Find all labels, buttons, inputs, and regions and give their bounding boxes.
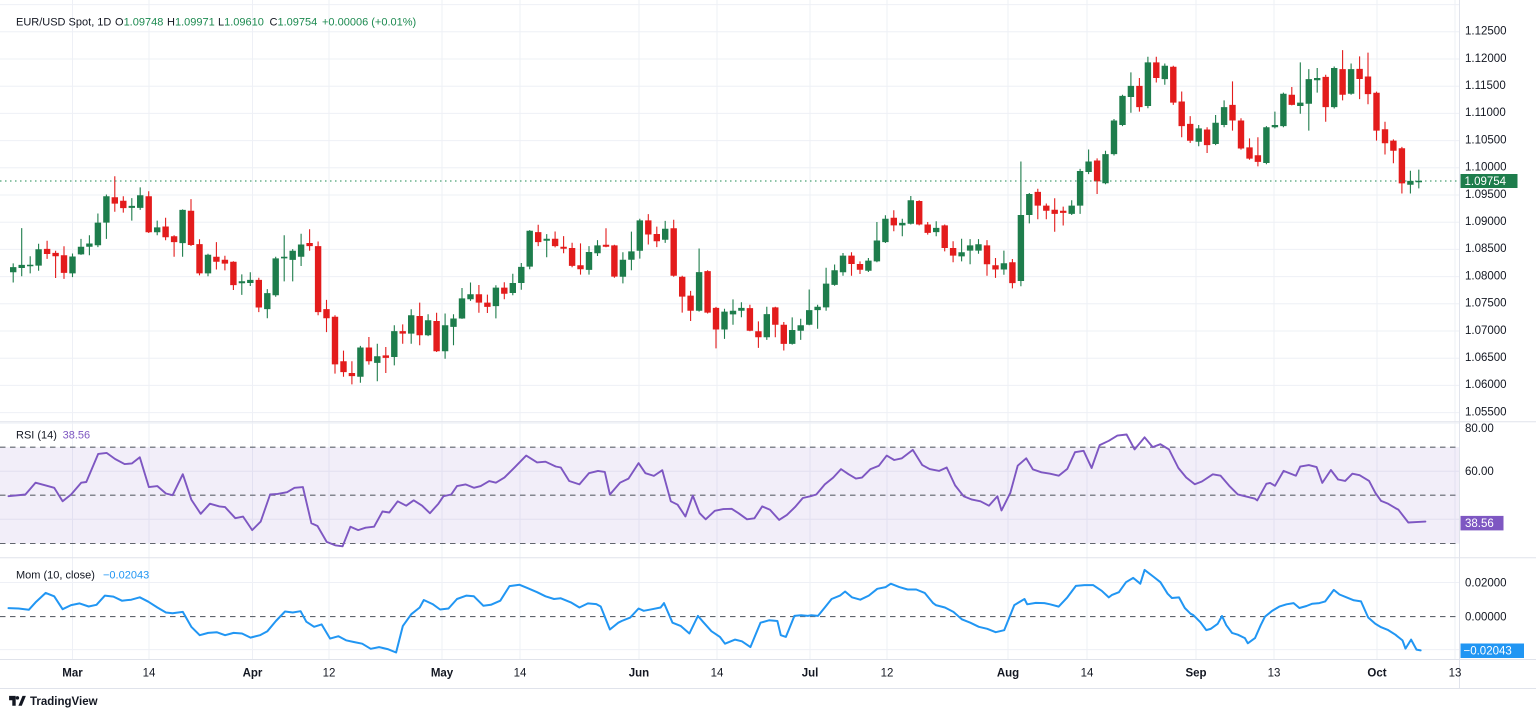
svg-text:14: 14 [514, 668, 527, 680]
svg-text:Jun: Jun [629, 668, 649, 680]
svg-text:1.09754: 1.09754 [1465, 176, 1507, 188]
svg-text:May: May [431, 668, 454, 680]
svg-text:14: 14 [711, 668, 724, 680]
svg-text:14: 14 [1081, 668, 1094, 680]
svg-text:12: 12 [323, 668, 336, 680]
svg-text:38.56: 38.56 [63, 429, 91, 441]
svg-text:H1.09971: H1.09971 [167, 17, 215, 29]
svg-text:14: 14 [143, 668, 156, 680]
svg-text:O1.09748: O1.09748 [115, 17, 163, 29]
svg-text:1.12000: 1.12000 [1465, 53, 1507, 65]
svg-text:Mom (10, close): Mom (10, close) [16, 569, 95, 581]
svg-text:+0.00006 (+0.01%): +0.00006 (+0.01%) [322, 17, 416, 29]
svg-text:Apr: Apr [243, 668, 263, 680]
svg-text:0.02000: 0.02000 [1465, 578, 1507, 590]
svg-text:Mar: Mar [62, 668, 83, 680]
svg-text:1.11500: 1.11500 [1465, 80, 1506, 92]
svg-text:1.09500: 1.09500 [1465, 189, 1507, 201]
svg-text:1.08000: 1.08000 [1465, 270, 1507, 282]
svg-text:Aug: Aug [997, 668, 1019, 680]
svg-text:1.07500: 1.07500 [1465, 298, 1507, 310]
svg-text:L1.09610: L1.09610 [218, 17, 264, 29]
svg-text:1.10000: 1.10000 [1465, 162, 1507, 174]
svg-text:TradingView: TradingView [30, 696, 98, 708]
svg-text:1.09000: 1.09000 [1465, 216, 1507, 228]
svg-text:80.00: 80.00 [1465, 423, 1494, 435]
svg-text:1.08500: 1.08500 [1465, 243, 1507, 255]
svg-text:13: 13 [1268, 668, 1281, 680]
svg-text:1.10500: 1.10500 [1465, 134, 1507, 146]
svg-text:Jul: Jul [802, 668, 819, 680]
svg-text:1.07000: 1.07000 [1465, 325, 1507, 337]
svg-text:Sep: Sep [1185, 668, 1206, 680]
svg-text:1.12500: 1.12500 [1465, 26, 1507, 38]
svg-text:−0.02043: −0.02043 [1464, 646, 1512, 658]
svg-text:EUR/USD Spot, 1D: EUR/USD Spot, 1D [16, 17, 111, 29]
svg-text:60.00: 60.00 [1465, 466, 1494, 478]
svg-text:1.06000: 1.06000 [1465, 379, 1507, 391]
svg-text:1.06500: 1.06500 [1465, 352, 1507, 364]
svg-text:38.56: 38.56 [1465, 518, 1494, 530]
svg-text:12: 12 [881, 668, 894, 680]
svg-text:−0.02043: −0.02043 [103, 569, 149, 581]
svg-text:1.05500: 1.05500 [1465, 406, 1507, 418]
svg-text:13: 13 [1449, 668, 1462, 680]
svg-text:RSI (14): RSI (14) [16, 429, 57, 441]
svg-text:C1.09754: C1.09754 [270, 17, 318, 29]
svg-text:1.11000: 1.11000 [1465, 107, 1506, 119]
svg-text:Oct: Oct [1367, 668, 1386, 680]
svg-text:0.00000: 0.00000 [1465, 612, 1507, 624]
